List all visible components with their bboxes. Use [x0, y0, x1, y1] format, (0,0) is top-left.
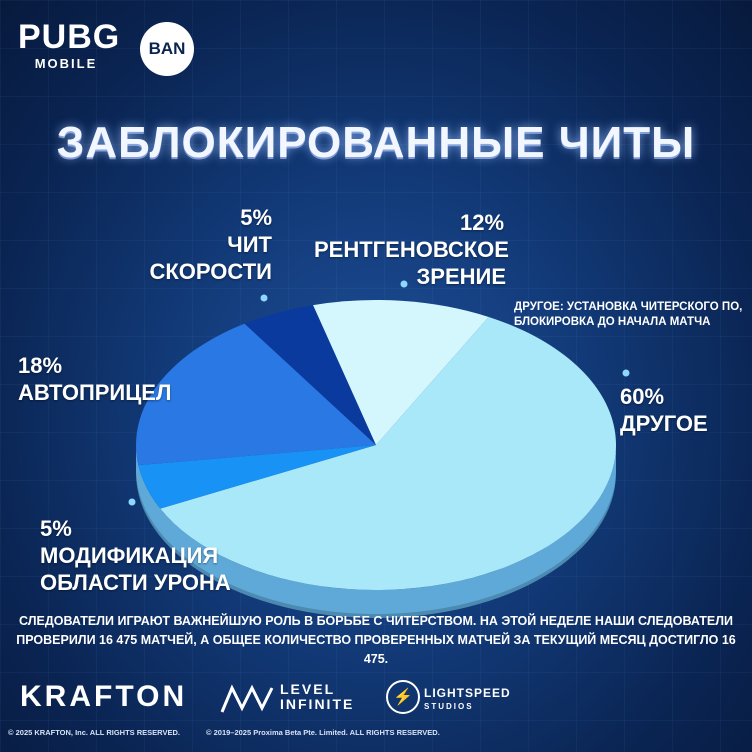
label-other: 60% ДРУГОЕ [620, 383, 708, 437]
label-xray: РЕНТГЕНОВСКОЕ ЗРЕНИЕ [314, 236, 509, 290]
proxima-copyright: © 2019–2025 Proxima Beta Pte. Limited. A… [206, 728, 440, 737]
infinite-word: INFINITE [280, 696, 355, 712]
ban-badge-icon: BAN [140, 22, 194, 76]
label-speed-line1: ЧИТ [227, 232, 272, 257]
label-hitbox-line1: МОДИФИКАЦИЯ [40, 543, 219, 568]
mobile-logo-word: MOBILE [34, 56, 98, 71]
leader-dot-hitbox [128, 498, 136, 506]
page-title: ЗАБЛОКИРОВАННЫЕ ЧИТЫ [56, 118, 696, 167]
pubg-mobile-logo: PUBG MOBILE [18, 18, 121, 71]
leader-dot-speed [260, 294, 268, 302]
label-other-line1: ДРУГОЕ [620, 411, 708, 436]
label-aimbot-line1: АВТОПРИЦЕЛ [18, 380, 172, 405]
lightspeed-word: LIGHTSPEED [424, 686, 511, 700]
leader-dot-xray [400, 280, 408, 288]
pie-slice-aimbot [136, 323, 376, 466]
pie-slice-xray [313, 299, 489, 445]
label-other-pct: 60% [620, 384, 665, 409]
krafton-copyright: © 2025 KRAFTON, Inc. ALL RIGHTS RESERVED… [8, 728, 180, 737]
footer-description: СЛЕДОВАТЕЛИ ИГРАЮТ ВАЖНЕЙШУЮ РОЛЬ В БОРЬ… [16, 614, 736, 666]
label-speed: 5% [212, 204, 272, 231]
label-speed-line2: СКОРОСТИ [149, 259, 272, 284]
label-hitbox-line2: ОБЛАСТИ УРОНА [40, 570, 231, 595]
label-aimbot: 18% АВТОПРИЦЕЛ [18, 352, 171, 406]
level-infinite-logo: LEVEL INFINITE [280, 682, 354, 712]
krafton-logo: KRAFTON [20, 680, 188, 713]
other-footnote: ДРУГОЕ: УСТАНОВКА ЧИТЕРСКОГО ПО, БЛОКИРО… [514, 301, 743, 328]
label-aimbot-pct: 18% [18, 353, 63, 378]
lightspeed-logo: LIGHTSPEED STUDIOS [424, 686, 511, 714]
pie-slice-speed [244, 305, 376, 445]
studios-word: STUDIOS [424, 702, 474, 711]
label-hitbox: 5% МОДИФИКАЦИЯ ОБЛАСТИ УРОНА [40, 515, 231, 596]
pubg-logo-word: PUBG [18, 18, 121, 56]
label-speed-text: ЧИТ СКОРОСТИ [128, 231, 272, 285]
label-xray-line1: РЕНТГЕНОВСКОЕ [314, 237, 509, 262]
label-hitbox-pct: 5% [40, 516, 72, 541]
label-speed-pct: 5% [240, 205, 272, 230]
pie-slice-other [160, 316, 616, 591]
label-xray-line2: ЗРЕНИЕ [416, 264, 506, 289]
leader-dot-other [622, 369, 630, 377]
lightning-bolt-icon: ⚡ [386, 680, 420, 714]
level-word: LEVEL [280, 681, 336, 697]
label-xray-pct: 12% [460, 210, 505, 235]
pie-slice-hitbox [138, 445, 376, 509]
level-infinite-mark-icon [220, 684, 274, 713]
pie-side-wall [136, 445, 616, 618]
